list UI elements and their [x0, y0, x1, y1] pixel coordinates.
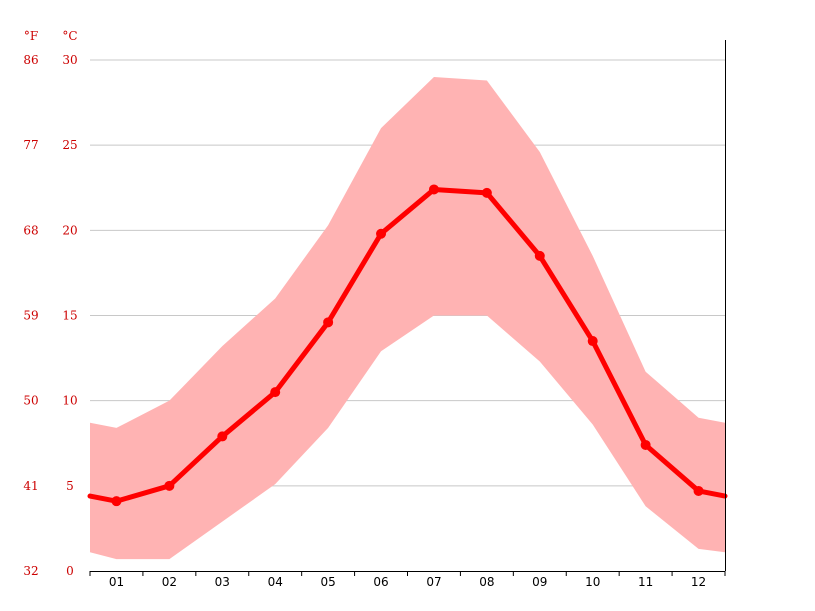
axes: [89, 40, 726, 576]
data-point: [534, 250, 545, 261]
data-point: [428, 184, 439, 195]
x-tick-label: 05: [320, 575, 335, 589]
x-tick-label: 07: [426, 575, 441, 589]
celsius-tick-label: 10: [62, 394, 77, 408]
x-tick-label: 01: [109, 575, 124, 589]
fahrenheit-tick-label: 32: [23, 564, 38, 578]
data-point: [376, 228, 387, 239]
data-point: [481, 187, 492, 198]
data-point: [164, 480, 175, 491]
fahrenheit-tick-label: 41: [23, 479, 38, 493]
x-tick-label: 06: [373, 575, 388, 589]
data-point: [693, 485, 704, 496]
mean-temperature-line: [87, 186, 728, 504]
x-tick-label: 09: [532, 575, 547, 589]
celsius-tick-label: 30: [62, 53, 77, 67]
data-point: [640, 439, 651, 450]
x-tick-label: 12: [691, 575, 706, 589]
x-tick-label: 04: [268, 575, 283, 589]
data-point: [270, 387, 281, 398]
celsius-tick-label: 15: [62, 309, 77, 323]
x-tick-label: 10: [585, 575, 600, 589]
celsius-tick-labels: 0 5 10 15 20 25 30: [62, 53, 77, 578]
data-point: [323, 317, 334, 328]
x-tick-label: 08: [479, 575, 494, 589]
data-point: [111, 496, 122, 507]
fahrenheit-tick-label: 59: [23, 309, 38, 323]
fahrenheit-tick-label: 77: [23, 138, 38, 152]
celsius-tick-label: 20: [62, 223, 77, 237]
fahrenheit-tick-label: 50: [23, 394, 38, 408]
fahrenheit-unit-label: °F: [24, 29, 38, 43]
x-tick-label: 03: [215, 575, 230, 589]
fahrenheit-tick-label: 68: [23, 223, 38, 237]
celsius-tick-label: 25: [62, 138, 77, 152]
celsius-tick-label: 0: [66, 564, 74, 578]
x-tick-labels: 01 02 03 04 05 06 07 08 09 10 11 12: [109, 575, 706, 589]
x-tick-label: 11: [638, 575, 653, 589]
fahrenheit-tick-label: 86: [23, 53, 38, 67]
x-tick-label: 02: [162, 575, 177, 589]
data-point: [217, 431, 228, 442]
celsius-unit-label: °C: [62, 29, 77, 43]
data-points: [111, 184, 704, 507]
data-point: [587, 336, 598, 347]
temperature-range-band: [90, 77, 725, 560]
fahrenheit-tick-labels: 32 41 50 59 68 77 86: [23, 53, 38, 578]
celsius-tick-label: 5: [66, 479, 74, 493]
